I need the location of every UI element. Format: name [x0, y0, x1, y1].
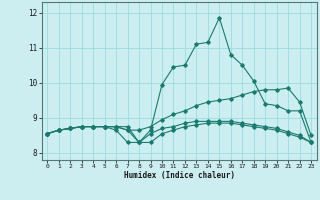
X-axis label: Humidex (Indice chaleur): Humidex (Indice chaleur)	[124, 171, 235, 180]
